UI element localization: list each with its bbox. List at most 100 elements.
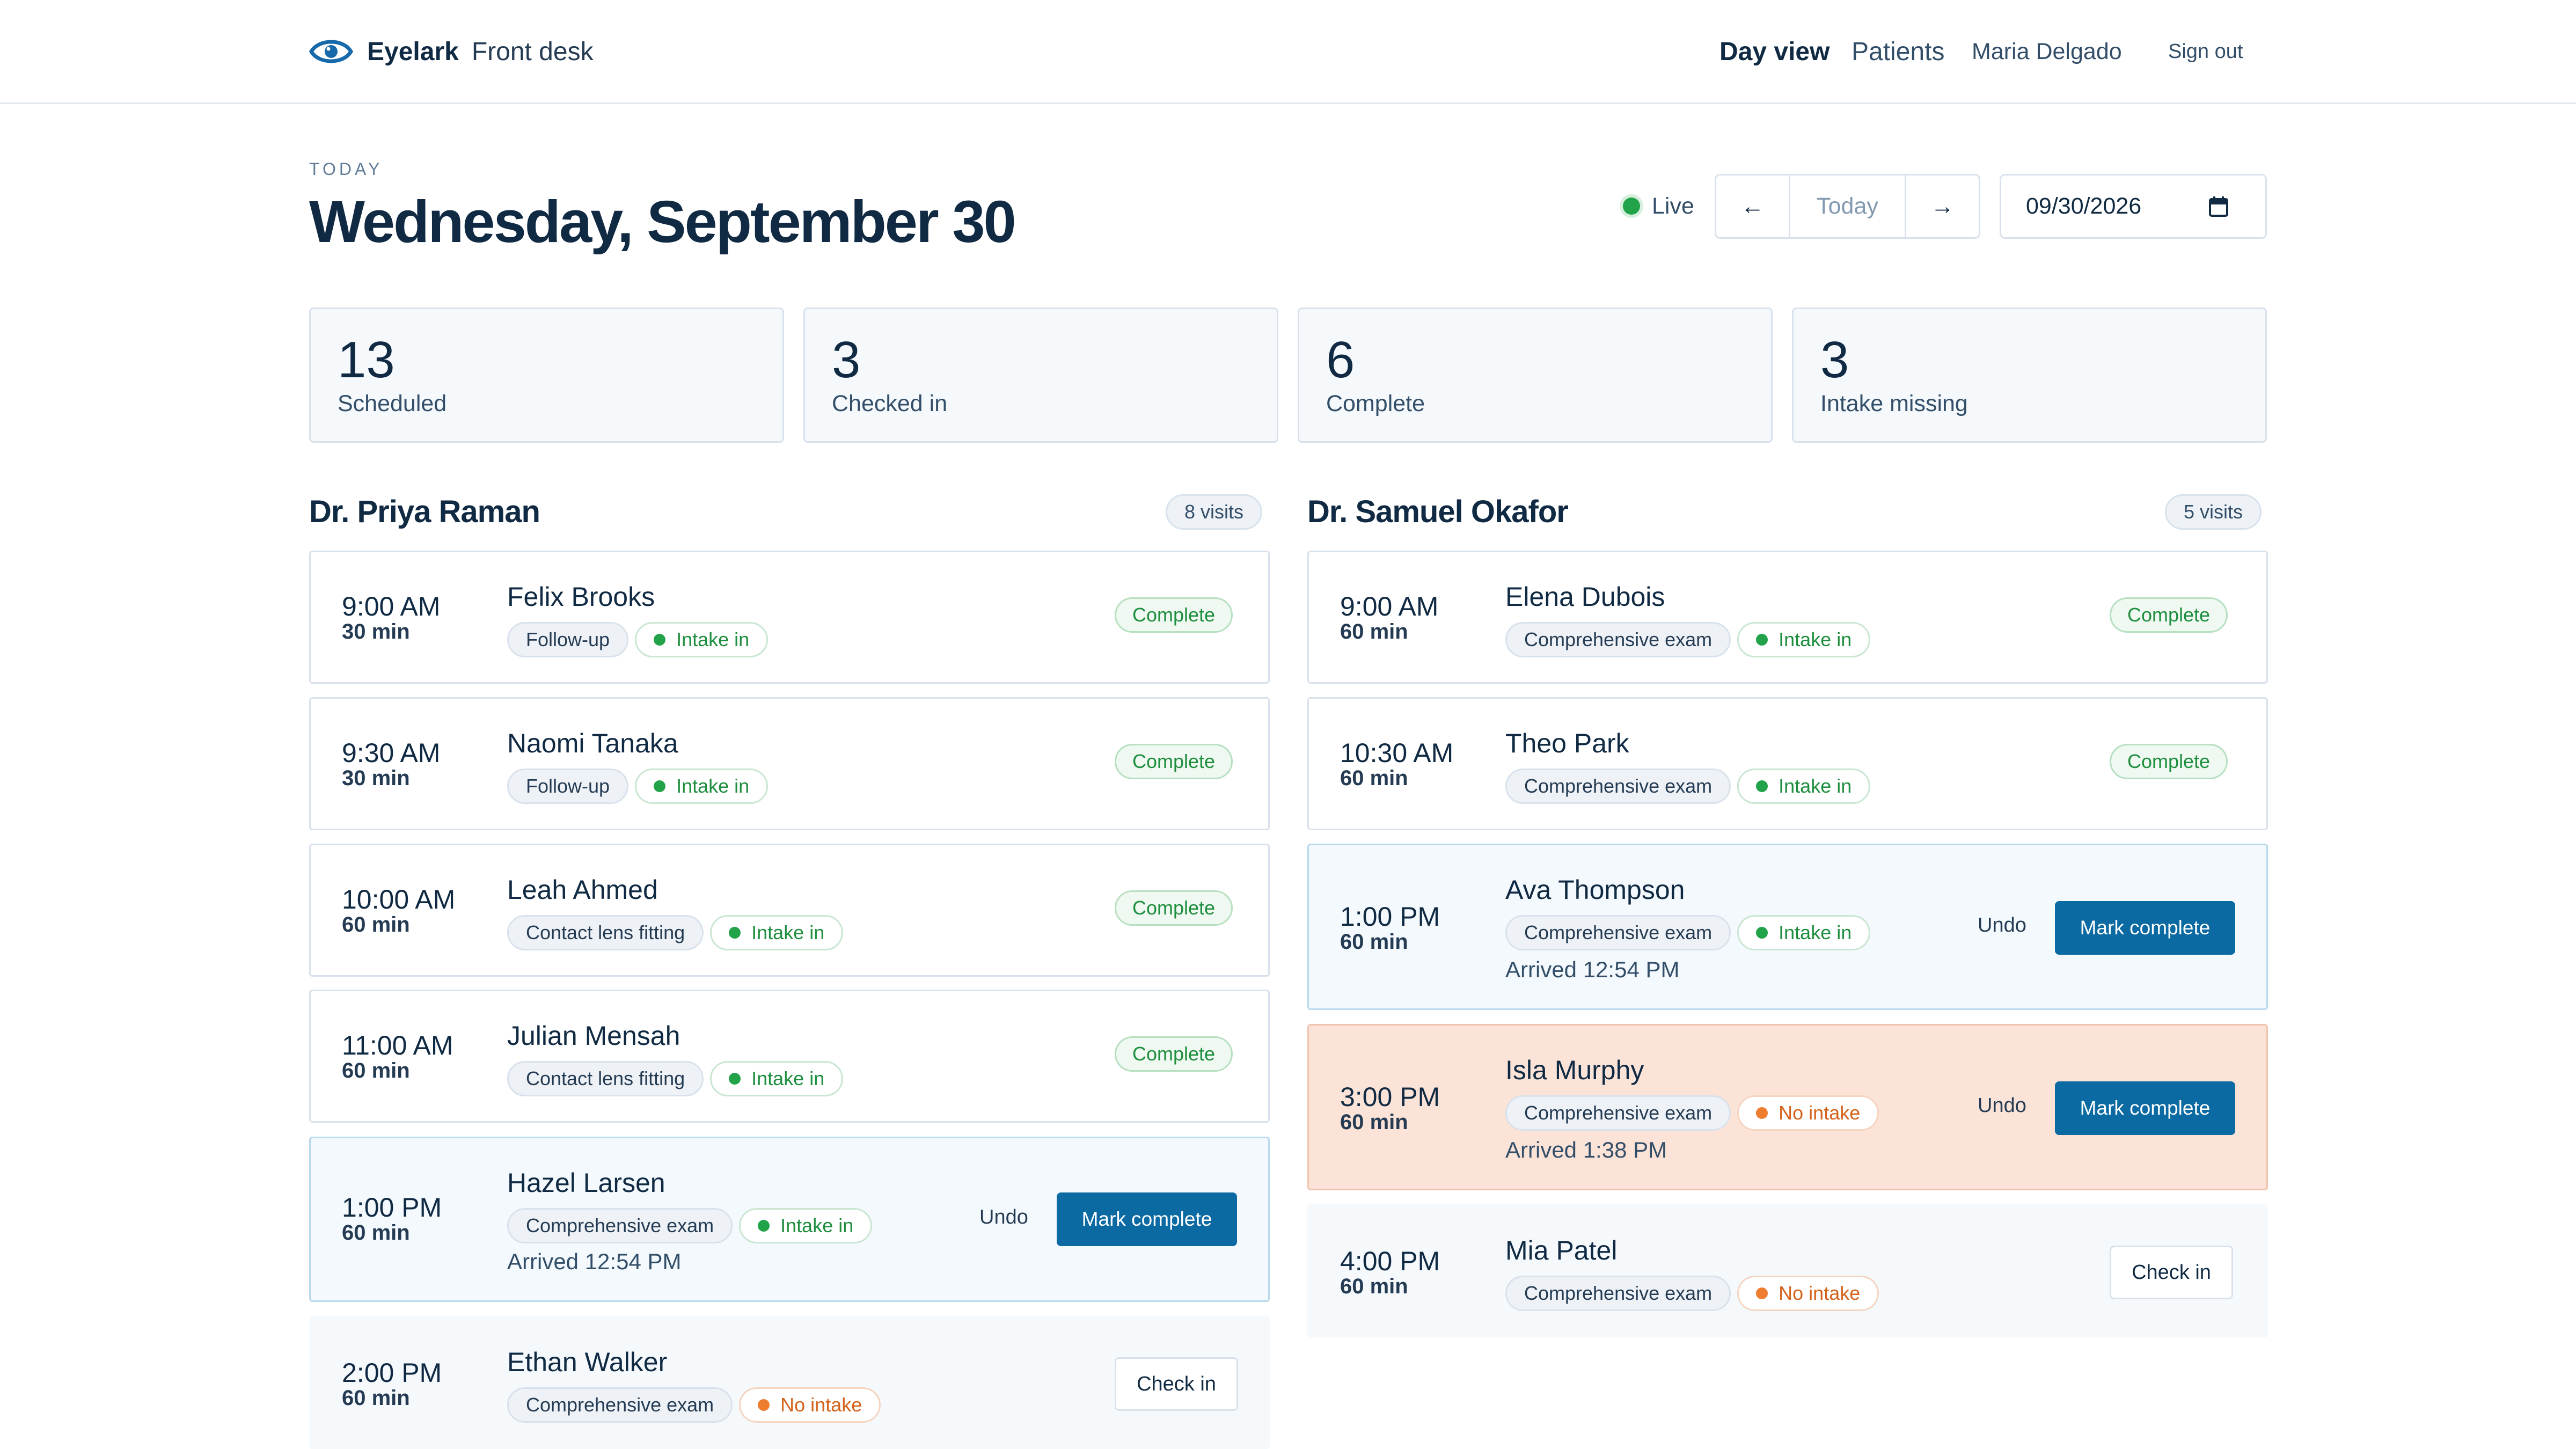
live-dot-icon (1623, 197, 1640, 215)
visit-type-tag: Comprehensive exam (1505, 1095, 1731, 1131)
appointment-card[interactable]: 9:30 AM 30 min Naomi Tanaka Follow-up In… (309, 697, 1270, 830)
status-complete-badge: Complete (1115, 744, 1233, 779)
visit-type-tag: Comprehensive exam (507, 1387, 733, 1423)
patient-name: Felix Brooks (507, 582, 655, 612)
stat-intake-missing: 3 Intake missing (1792, 308, 2267, 443)
visit-type-tag: Comprehensive exam (1505, 1276, 1731, 1311)
appointment-card[interactable]: 11:00 AM 60 min Julian Mensah Contact le… (309, 990, 1270, 1123)
appointment-time: 4:00 PM (1340, 1246, 1440, 1276)
appointment-card[interactable]: 9:00 AM 60 min Elena Dubois Comprehensiv… (1307, 551, 2268, 684)
next-day-button[interactable]: → (1930, 193, 1955, 219)
appointment-card-intake-missing[interactable]: 3:00 PM 60 min Isla Murphy Comprehensive… (1307, 1024, 2268, 1190)
appointment-tags: Comprehensive exam Intake in (1505, 769, 1877, 804)
appointment-duration: 60 min (1340, 1110, 1408, 1134)
appointment-time: 9:30 AM (342, 738, 441, 768)
appointment-time: 9:00 AM (1340, 591, 1439, 621)
top-bar: Eyelark Front desk Day view Patients Mar… (0, 0, 2576, 104)
day-navigator: ← Today → (1715, 174, 1980, 239)
status-complete-badge: Complete (2110, 744, 2228, 779)
date-eyebrow: TODAY (309, 159, 383, 179)
visit-type-tag: Contact lens fitting (507, 915, 704, 950)
brand[interactable]: Eyelark Front desk (309, 32, 594, 71)
appointment-time: 11:00 AM (342, 1030, 453, 1060)
check-in-button[interactable]: Check in (2110, 1246, 2233, 1299)
intake-ok-dot-icon (1756, 927, 1768, 939)
appointment-duration: 60 min (1340, 620, 1408, 643)
appointment-time: 1:00 PM (342, 1192, 442, 1223)
appointment-duration: 60 min (1340, 766, 1408, 790)
undo-check-in-button[interactable]: Undo (1978, 914, 2026, 936)
intake-status-tag: Intake in (635, 622, 769, 657)
appointment-card-checked-in[interactable]: 1:00 PM 60 min Hazel Larsen Comprehensiv… (309, 1137, 1270, 1302)
page-title: Wednesday, September 30 (309, 189, 1016, 255)
user-name: Maria Delgado (1972, 38, 2122, 64)
intake-status-label: Intake in (676, 628, 750, 650)
intake-status-label: Intake in (676, 775, 750, 797)
appointment-tags: Contact lens fitting Intake in (507, 1061, 850, 1096)
intake-status-tag: Intake in (635, 769, 769, 804)
eye-logo-icon (309, 40, 353, 63)
live-label: Live (1652, 193, 1694, 219)
intake-status-tag: Intake in (710, 915, 844, 950)
visit-type-tag: Comprehensive exam (1505, 915, 1731, 950)
stat-label: Scheduled (338, 391, 447, 416)
appointment-card-checked-in[interactable]: 1:00 PM 60 min Ava Thompson Comprehensiv… (1307, 844, 2268, 1010)
patient-name: Elena Dubois (1505, 582, 1665, 612)
visit-type-tag: Comprehensive exam (507, 1208, 733, 1243)
intake-status-label: Intake in (1779, 775, 1852, 797)
arrival-time: Arrived 12:54 PM (1505, 957, 1680, 982)
calendar-icon[interactable] (2208, 196, 2229, 217)
appointment-card-pending[interactable]: 4:00 PM 60 min Mia Patel Comprehensive e… (1307, 1204, 2268, 1337)
status-complete-badge: Complete (2110, 597, 2228, 633)
appointment-time: 10:30 AM (1340, 738, 1454, 768)
visit-type-tag: Follow-up (507, 769, 629, 804)
date-input[interactable]: 09/30/2026 (2000, 174, 2267, 239)
nav-patients[interactable]: Patients (1851, 37, 1945, 66)
intake-ok-dot-icon (729, 927, 741, 939)
stat-value: 3 (1820, 331, 1849, 389)
appointment-duration: 60 min (342, 1221, 410, 1245)
patient-name: Naomi Tanaka (507, 728, 678, 758)
intake-status-label: Intake in (780, 1214, 854, 1236)
visit-type-tag: Comprehensive exam (1505, 622, 1731, 657)
mark-complete-button[interactable]: Mark complete (2055, 901, 2235, 955)
appointment-card[interactable]: 9:00 AM 30 min Felix Brooks Follow-up In… (309, 551, 1270, 684)
patient-name: Julian Mensah (507, 1021, 680, 1051)
appointment-duration: 60 min (1340, 1275, 1408, 1298)
undo-check-in-button[interactable]: Undo (1978, 1094, 2026, 1117)
visit-type-tag: Comprehensive exam (1505, 769, 1731, 804)
appointment-duration: 30 min (342, 620, 410, 643)
intake-status-tag: Intake in (1737, 769, 1871, 804)
arrival-time: Arrived 1:38 PM (1505, 1137, 1667, 1162)
intake-ok-dot-icon (654, 634, 666, 646)
intake-status-label: Intake in (1779, 921, 1852, 943)
intake-missing-dot-icon (1756, 1107, 1768, 1119)
mark-complete-button[interactable]: Mark complete (2055, 1081, 2235, 1135)
appointment-tags: Follow-up Intake in (507, 622, 774, 657)
check-in-button[interactable]: Check in (1115, 1357, 1238, 1411)
nav-day-view[interactable]: Day view (1719, 37, 1830, 66)
intake-status-label: Intake in (1779, 628, 1852, 650)
patient-name: Leah Ahmed (507, 875, 658, 905)
appointment-tags: Contact lens fitting Intake in (507, 915, 850, 950)
undo-check-in-button[interactable]: Undo (979, 1206, 1028, 1228)
today-button[interactable]: Today (1790, 175, 1906, 237)
stat-checked-in: 3 Checked in (803, 308, 1278, 443)
appointment-tags: Comprehensive exam Intake in (507, 1208, 879, 1243)
mark-complete-button[interactable]: Mark complete (1057, 1192, 1237, 1246)
brand-name: Eyelark (367, 37, 459, 66)
intake-ok-dot-icon (729, 1073, 741, 1085)
brand-subtitle: Front desk (471, 37, 594, 66)
appointment-card[interactable]: 10:00 AM 60 min Leah Ahmed Contact lens … (309, 844, 1270, 977)
sign-out-link[interactable]: Sign out (2168, 40, 2243, 63)
appointment-tags: Comprehensive exam No intake (1505, 1276, 1885, 1311)
intake-ok-dot-icon (654, 780, 666, 792)
arrival-time: Arrived 12:54 PM (507, 1249, 682, 1274)
stat-label: Complete (1326, 391, 1425, 416)
appointment-card[interactable]: 10:30 AM 60 min Theo Park Comprehensive … (1307, 697, 2268, 830)
appointment-card-pending[interactable]: 2:00 PM 60 min Ethan Walker Comprehensiv… (309, 1316, 1270, 1449)
intake-status-label: No intake (780, 1394, 862, 1416)
previous-day-button[interactable]: ← (1716, 175, 1790, 237)
appointment-time: 9:00 AM (342, 591, 441, 621)
appointment-duration: 60 min (342, 913, 410, 936)
